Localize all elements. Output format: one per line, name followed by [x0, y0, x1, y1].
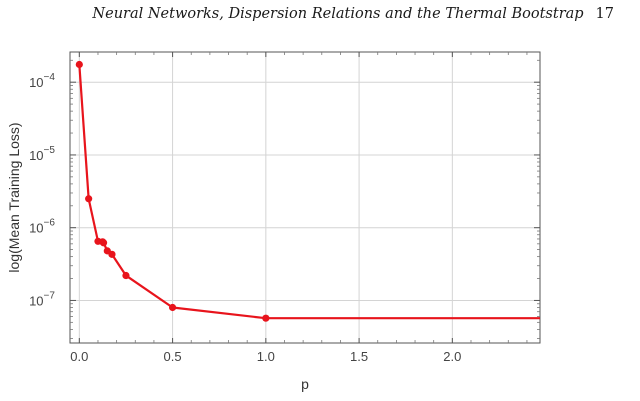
y-tick-label: 10−6: [29, 218, 55, 236]
data-point: [168, 303, 177, 312]
y-tick-label: 10−5: [29, 145, 55, 163]
data-point: [122, 271, 130, 280]
data-point: [108, 250, 116, 258]
x-tick-label: 0.0: [70, 349, 88, 364]
tick-labels: 0.0 0.5 1.0 1.5 2.0 10−7 10−6 10−5 10−4: [29, 72, 461, 364]
series-line: [78, 64, 540, 320]
data-point: [85, 195, 93, 203]
x-tick-label: 2.0: [443, 349, 461, 364]
minor-ticks: [70, 52, 540, 343]
y-tick-label: 10−7: [29, 290, 55, 308]
running-head: Neural Networks, Dispersion Relations an…: [92, 6, 614, 22]
plot-frame: [69, 51, 541, 344]
paper-title: Neural Networks, Dispersion Relations an…: [92, 6, 584, 22]
data-point: [75, 60, 83, 69]
series-layer: [75, 60, 540, 322]
y-tick-label: 10−4: [29, 72, 55, 90]
x-tick-label: 0.5: [164, 349, 182, 364]
grid-lines: [70, 52, 540, 343]
x-tick-label: 1.5: [350, 349, 368, 364]
data-point: [262, 314, 270, 322]
x-tick-label: 1.0: [257, 349, 275, 364]
page-number: 17: [595, 6, 614, 22]
data-point: [99, 239, 108, 247]
x-axis-label: p: [301, 376, 309, 392]
y-axis-label: log(Mean Training Loss): [6, 122, 22, 272]
